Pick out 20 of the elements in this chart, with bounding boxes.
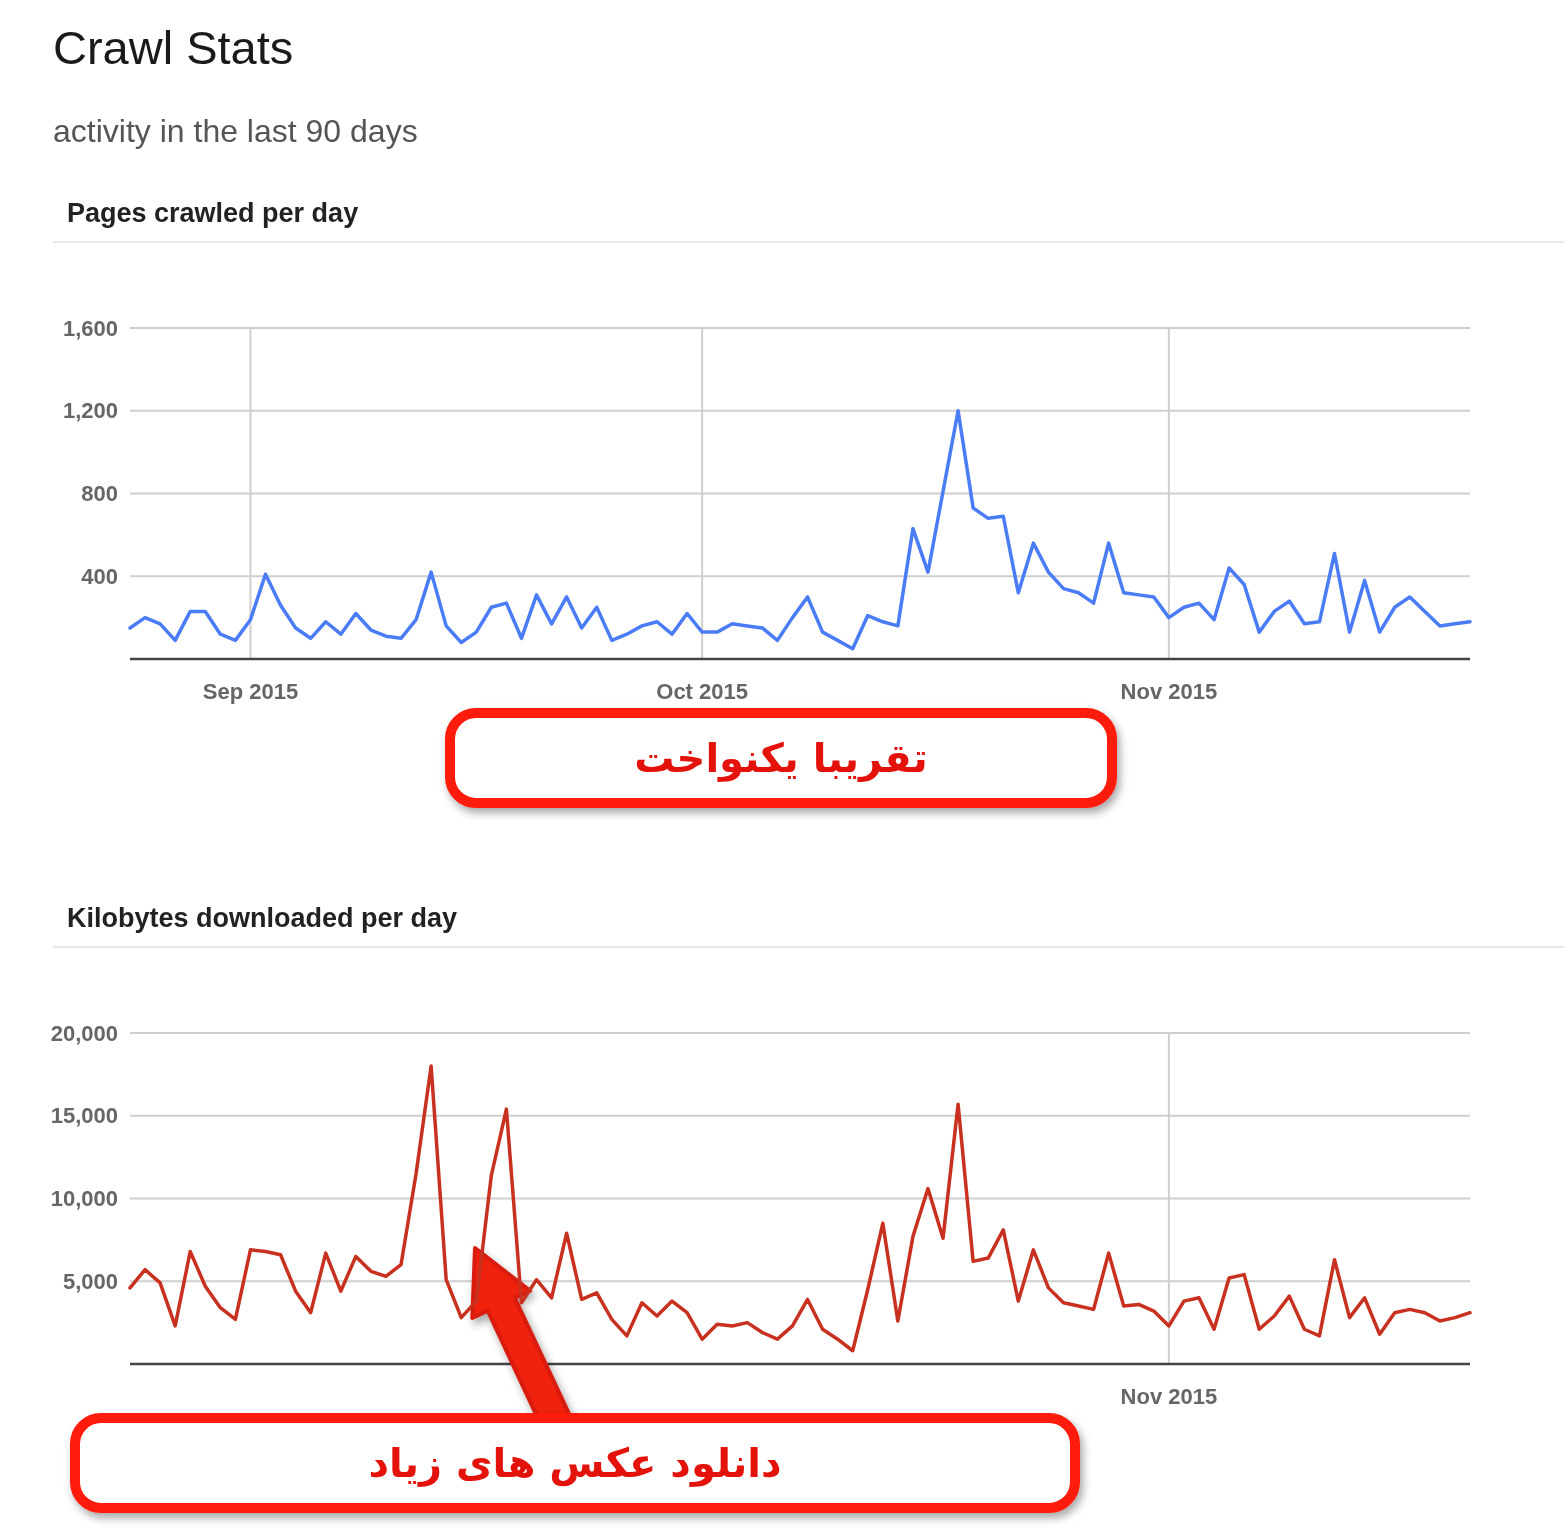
x-tick-label: Oct 2015 <box>656 679 748 704</box>
chart-title: Pages crawled per day <box>67 198 359 228</box>
y-tick-label: 1,600 <box>62 315 118 341</box>
y-tick-label: 400 <box>81 563 118 589</box>
x-tick-label: Sep 2015 <box>202 679 299 704</box>
y-tick-label: 5,000 <box>62 1268 118 1294</box>
line-series <box>128 409 1472 651</box>
y-tick-label: 800 <box>81 481 118 506</box>
y-tick-label: 1,200 <box>62 398 118 424</box>
x-tick-label: Nov 2015 <box>1120 679 1218 704</box>
text: تقریبا یکنواخت <box>634 735 928 782</box>
text: activity in the last 90 days <box>53 113 418 149</box>
y-tick-label: 20,000 <box>50 1020 118 1046</box>
chart-title: Kilobytes downloaded per day <box>67 903 458 933</box>
line-series <box>128 1064 1472 1353</box>
y-tick-label: 10,000 <box>50 1186 118 1211</box>
text: Crawl Stats <box>53 21 294 74</box>
y-tick-label: 15,000 <box>50 1103 118 1129</box>
x-tick-label: Nov 2015 <box>1120 1384 1218 1409</box>
text: دانلود عکس های زیاد <box>368 1440 782 1487</box>
